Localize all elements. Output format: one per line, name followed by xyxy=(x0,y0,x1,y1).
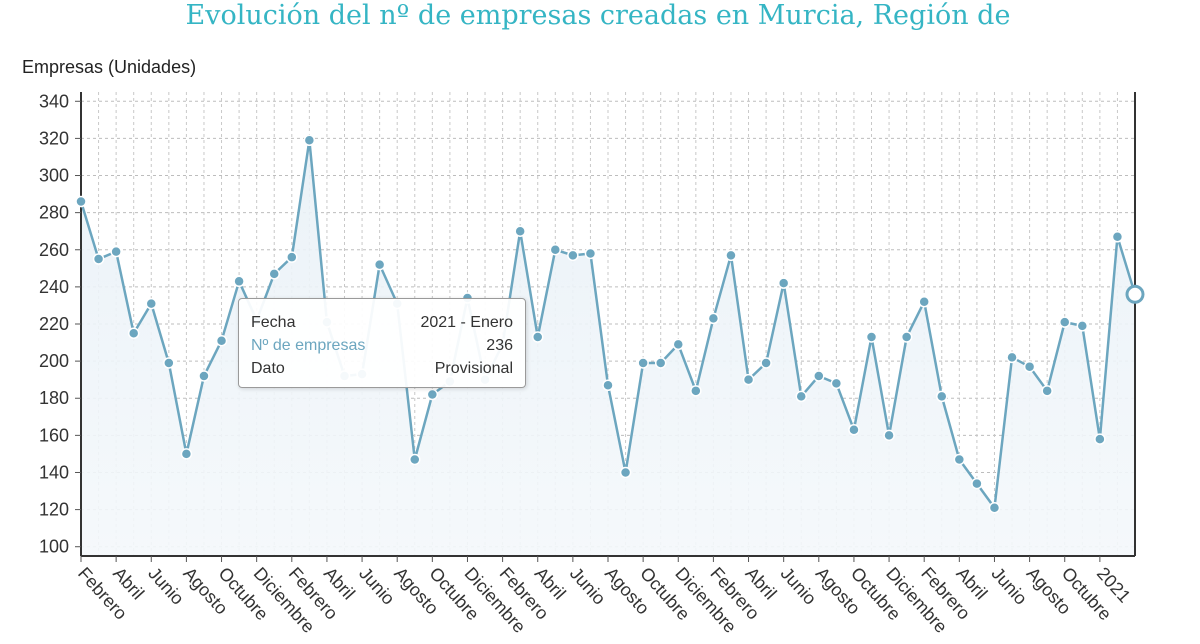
data-point xyxy=(654,357,667,369)
data-point xyxy=(233,275,245,288)
y-tick-label: 200 xyxy=(39,351,69,371)
tooltip-value: 2021 - Enero xyxy=(420,314,513,331)
y-tick-label: 280 xyxy=(39,203,69,223)
data-point xyxy=(971,477,983,490)
data-point xyxy=(567,249,579,262)
data-point xyxy=(637,357,649,369)
y-tick-label: 300 xyxy=(39,166,69,186)
x-axis-ticks: FebreroAbrilJunioAgostoOctubreDiciembreF… xyxy=(74,556,1135,637)
area-path xyxy=(81,140,1135,557)
data-point xyxy=(1094,433,1106,445)
data-point xyxy=(602,379,614,391)
data-point xyxy=(1041,385,1053,397)
tooltip-label: Nº de empresas xyxy=(251,337,366,354)
x-tick-label: Junio xyxy=(987,563,1031,608)
data-point xyxy=(619,466,632,479)
data-point xyxy=(75,195,87,208)
tooltip-row-empresas: Nº de empresas 236 xyxy=(251,334,513,357)
data-point xyxy=(725,249,737,262)
y-tick-label: 320 xyxy=(39,128,69,148)
y-tick-label: 240 xyxy=(39,277,69,297)
data-point xyxy=(531,331,544,343)
tooltip-row-dato: Dato Provisional xyxy=(251,357,513,380)
y-tick-label: 100 xyxy=(39,537,69,557)
data-point xyxy=(215,334,228,347)
data-point xyxy=(1023,360,1036,373)
data-point xyxy=(549,244,562,256)
y-tick-label: 120 xyxy=(39,500,69,520)
data-point xyxy=(145,297,158,310)
y-tick-label: 340 xyxy=(39,91,69,111)
data-point xyxy=(409,453,421,466)
data-point xyxy=(918,295,930,308)
tooltip-row-fecha: Fecha 2021 - Enero xyxy=(251,311,513,334)
data-point xyxy=(813,370,825,382)
data-point xyxy=(92,253,105,265)
tooltip-value: 236 xyxy=(486,337,513,354)
data-point xyxy=(690,385,702,397)
data-point xyxy=(953,453,966,466)
area-fill xyxy=(81,140,1135,557)
data-point xyxy=(988,501,1001,514)
y-tick-label: 140 xyxy=(39,462,69,482)
tooltip-label: Dato xyxy=(251,360,285,377)
data-point xyxy=(373,258,386,271)
data-point xyxy=(848,424,860,436)
x-tick-label: Junio xyxy=(566,563,610,608)
data-point xyxy=(883,429,895,442)
data-point xyxy=(198,370,210,382)
y-axis-label: Empresas (Unidades) xyxy=(22,57,196,77)
data-point xyxy=(268,268,280,280)
x-tick-label: Junio xyxy=(777,563,821,608)
data-point xyxy=(180,448,193,460)
y-tick-label: 160 xyxy=(39,425,69,445)
tooltip-value: Provisional xyxy=(434,360,513,377)
data-point xyxy=(1111,231,1124,243)
data-point xyxy=(286,251,298,263)
chart-title: Evolución del nº de empresas creadas en … xyxy=(186,0,1011,31)
data-point xyxy=(303,134,316,147)
data-point xyxy=(1076,320,1089,332)
tooltip-label: Fecha xyxy=(251,314,296,331)
y-tick-label: 220 xyxy=(39,314,69,334)
data-point xyxy=(163,357,175,369)
x-tick-label: Junio xyxy=(355,563,399,608)
y-tick-label: 260 xyxy=(39,240,69,260)
data-point xyxy=(742,373,755,386)
data-point xyxy=(760,357,772,369)
data-point xyxy=(795,390,807,403)
data-point xyxy=(514,225,526,237)
tooltip: Fecha 2021 - Enero Nº de empresas 236 Da… xyxy=(238,298,526,388)
y-tick-label: 180 xyxy=(39,388,69,408)
y-axis-ticks: 100 120 140 160 180 200 220 240 260 280 300 320 340 xyxy=(39,91,81,557)
data-point xyxy=(672,338,685,351)
data-point-highlighted xyxy=(1125,284,1145,304)
data-point xyxy=(127,327,140,340)
x-tick-label: Junio xyxy=(144,563,188,608)
data-point xyxy=(900,331,913,343)
data-point xyxy=(865,331,878,343)
data-point xyxy=(1006,351,1018,364)
data-point xyxy=(777,277,790,289)
data-point xyxy=(426,388,439,401)
data-point xyxy=(1058,316,1071,328)
data-point xyxy=(936,390,948,403)
data-point xyxy=(110,245,122,258)
data-point xyxy=(584,247,597,260)
data-point xyxy=(830,377,843,390)
data-point xyxy=(707,312,720,325)
